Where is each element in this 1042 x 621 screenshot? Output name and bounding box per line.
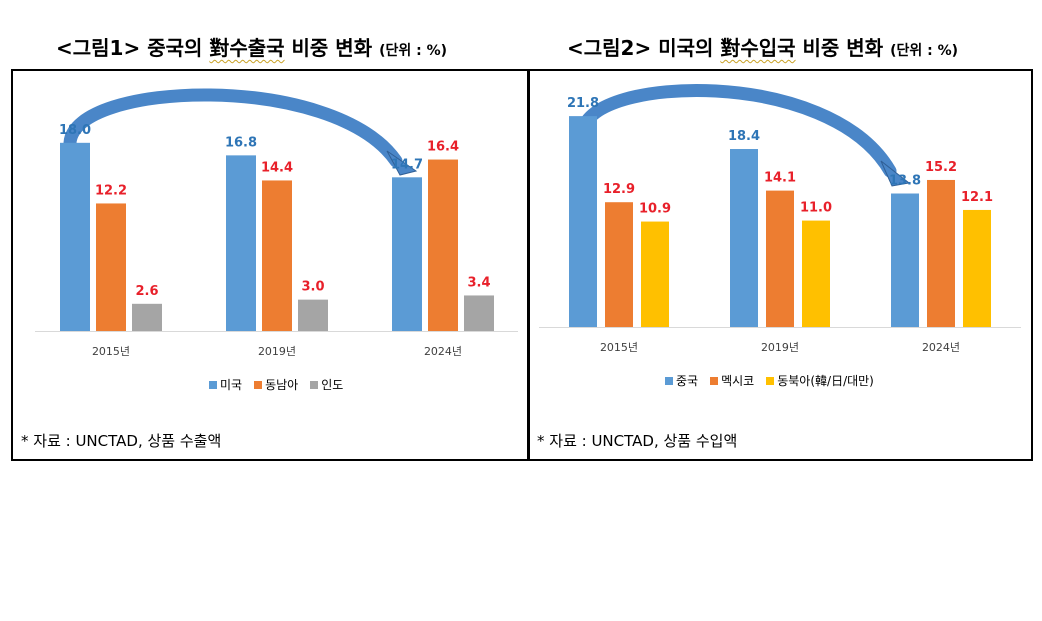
data-label: 10.9 [639,202,671,217]
bar-미국-2015년 [60,142,90,331]
trend-arrow [63,88,403,168]
figure2-source: * 자료 : UNCTAD, 상품 수입액 [537,432,738,450]
data-label: 16.8 [225,135,257,150]
bar-중국-2019년 [730,149,758,327]
bar-동북아(韓/日/대만)-2024년 [963,209,991,327]
legend-label: 중국 [676,374,699,388]
x-tick-label: 2019년 [761,341,799,354]
data-label: 21.8 [567,96,599,111]
figure2-title-prefix: <그림2> 미국의 [567,36,721,60]
figure2-title-highlight: 對수입국 [720,36,796,60]
legend-label: 멕시코 [721,374,755,388]
legend-item: 미국 [209,376,242,393]
bar-동남아-2024년 [428,159,458,331]
legend-swatch [310,380,319,389]
data-label: 14.4 [261,160,293,175]
bar-중국-2024년 [891,193,919,327]
data-label: 13.8 [889,174,921,189]
legend-label: 동남아 [265,378,299,392]
trend-arrow-head [386,150,418,176]
legend-swatch [710,376,719,385]
bar-동남아-2019년 [262,180,292,331]
figure1-source: * 자료 : UNCTAD, 상품 수출액 [21,432,222,450]
legend-label: 동북아(韓/日/대만) [777,374,874,388]
bar-인도-2019년 [298,299,328,331]
legend-swatch [665,376,673,385]
legend-item: 멕시코 [710,372,754,389]
data-label: 12.2 [95,183,127,198]
x-tick-label: 2019년 [258,345,296,358]
figure1-panel: 18.0 12.2 2.6 2015년 16.8 14.4 3.0 2019년 14.7 16.4… [11,69,530,461]
x-tick-label: 2024년 [424,345,462,358]
data-label: 3.4 [467,275,490,290]
bar-미국-2019년 [226,155,256,331]
figure1-legend: 미국 동남아 인도 [209,376,355,393]
data-label: 18.4 [728,129,760,144]
bar-인도-2015년 [132,303,162,331]
figure1-title-suffix: 비중 변화 [284,36,373,60]
figure2-chart: 21.8 12.9 10.9 2015년 18.4 14.1 11.0 2019년 13.8 15… [539,84,1021,354]
x-tick-label: 2015년 [92,345,130,358]
bar-동북아(韓/日/대만)-2019년 [802,220,830,327]
bar-멕시코-2024년 [927,179,955,327]
figure1-title: <그림1> 중국의 對수출국 비중 변화 (단위 : %) [56,32,447,61]
figure2-title-unit: (단위 : %) [890,43,958,59]
legend-item: 동남아 [254,376,298,393]
legend-swatch [209,380,217,389]
legend-swatch [766,376,775,385]
data-label: 3.0 [301,280,324,295]
bar-동북아(韓/日/대만)-2015년 [641,221,669,327]
trend-arrow-head [880,160,911,187]
data-label: 11.0 [800,201,832,216]
bar-멕시코-2019년 [766,190,794,327]
data-label: 14.1 [764,171,796,186]
data-label: 12.9 [603,182,635,197]
bar-멕시코-2015년 [605,202,633,327]
legend-item: 중국 [665,372,698,389]
legend-item: 동북아(韓/日/대만) [766,372,874,389]
legend-swatch [254,380,263,389]
data-label: 2.6 [135,284,158,299]
data-label: 18.0 [59,123,91,138]
figure1-title-highlight: 對수출국 [209,36,285,60]
bar-미국-2024년 [392,177,422,331]
bar-동남아-2015년 [96,203,126,331]
x-tick-label: 2024년 [922,341,960,354]
data-label: 16.4 [427,140,459,155]
data-label: 15.2 [925,160,957,175]
bar-중국-2015년 [569,116,597,327]
legend-label: 미국 [220,378,243,392]
trend-arrow [576,84,897,178]
legend-label: 인도 [321,378,344,392]
bar-인도-2024년 [464,295,494,331]
figure2-legend: 중국 멕시코 동북아(韓/日/대만) [665,372,886,389]
data-label: 14.7 [391,157,423,172]
figure1-chart: 18.0 12.2 2.6 2015년 16.8 14.4 3.0 2019년 14.7 16.4… [35,88,518,358]
figure2-title-suffix: 비중 변화 [795,36,884,60]
x-tick-label: 2015년 [600,341,638,354]
data-label: 12.1 [961,190,993,205]
figure2-title: <그림2> 미국의 對수입국 비중 변화 (단위 : %) [567,32,958,61]
figure1-title-unit: (단위 : %) [379,43,447,59]
legend-item: 인도 [310,376,343,393]
figure2-panel: 21.8 12.9 10.9 2015년 18.4 14.1 11.0 2019년 13.8 15… [527,69,1033,461]
figure1-title-prefix: <그림1> 중국의 [56,36,210,60]
